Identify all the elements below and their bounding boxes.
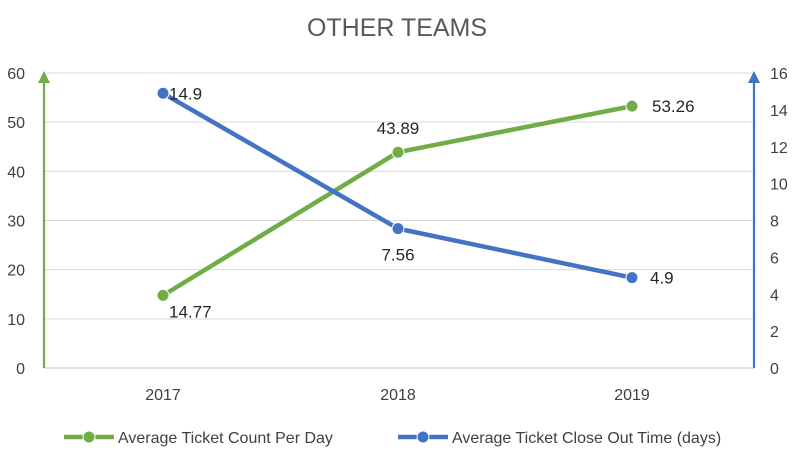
legend-label: Average Ticket Close Out Time (days) <box>452 430 721 447</box>
gridlines <box>44 72 754 320</box>
legend-marker <box>82 430 96 444</box>
series-marker <box>391 145 405 159</box>
data-label: 14.77 <box>169 302 212 321</box>
left-axis-arrow <box>38 71 50 83</box>
x-tick-label: 2017 <box>145 387 181 404</box>
data-label: 14.9 <box>169 84 202 103</box>
left-tick-label: 40 <box>7 164 25 181</box>
data-label: 4.9 <box>650 269 674 288</box>
right-tick-label: 6 <box>770 250 779 267</box>
legend: Average Ticket Count Per Day Average Tick… <box>64 430 721 447</box>
left-tick-label: 50 <box>7 115 25 132</box>
left-axis-ticks: 0 10 20 30 40 50 60 <box>7 66 25 378</box>
legend-label: Average Ticket Count Per Day <box>118 430 333 447</box>
data-label: 53.26 <box>652 97 695 116</box>
left-tick-label: 30 <box>7 214 25 231</box>
left-tick-label: 0 <box>16 361 25 378</box>
left-tick-label: 10 <box>7 312 25 329</box>
right-tick-label: 12 <box>770 140 788 157</box>
right-tick-label: 4 <box>770 287 779 304</box>
series-marker <box>625 271 639 285</box>
series-marker <box>156 86 170 100</box>
right-tick-label: 10 <box>770 177 788 194</box>
left-tick-label: 60 <box>7 66 25 83</box>
data-label: 7.56 <box>381 246 414 265</box>
right-tick-label: 16 <box>770 66 788 83</box>
right-axis-ticks: 0 2 4 6 8 10 12 14 16 <box>770 66 788 378</box>
x-tick-label: 2019 <box>614 387 650 404</box>
right-tick-label: 14 <box>770 103 788 120</box>
legend-marker <box>416 430 430 444</box>
left-tick-label: 20 <box>7 263 25 280</box>
right-tick-label: 2 <box>770 324 779 341</box>
x-tick-label: 2018 <box>380 387 416 404</box>
series <box>156 86 639 302</box>
data-label: 43.89 <box>377 119 420 138</box>
series-marker <box>625 99 639 113</box>
right-tick-label: 8 <box>770 214 779 231</box>
right-axis-arrow <box>748 71 760 83</box>
axes <box>38 71 760 369</box>
data-labels: 14.77 43.89 53.26 14.9 7.56 4.9 <box>169 84 695 321</box>
right-tick-label: 0 <box>770 361 779 378</box>
chart-title: OTHER TEAMS <box>307 14 487 42</box>
series-marker <box>391 222 405 236</box>
x-axis-ticks: 2017 2018 2019 <box>145 387 650 404</box>
series-marker <box>156 288 170 302</box>
